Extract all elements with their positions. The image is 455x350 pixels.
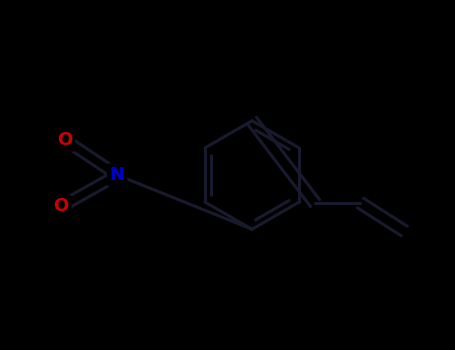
Text: O: O — [57, 131, 72, 149]
Text: N: N — [110, 166, 125, 184]
Text: O: O — [54, 197, 69, 216]
